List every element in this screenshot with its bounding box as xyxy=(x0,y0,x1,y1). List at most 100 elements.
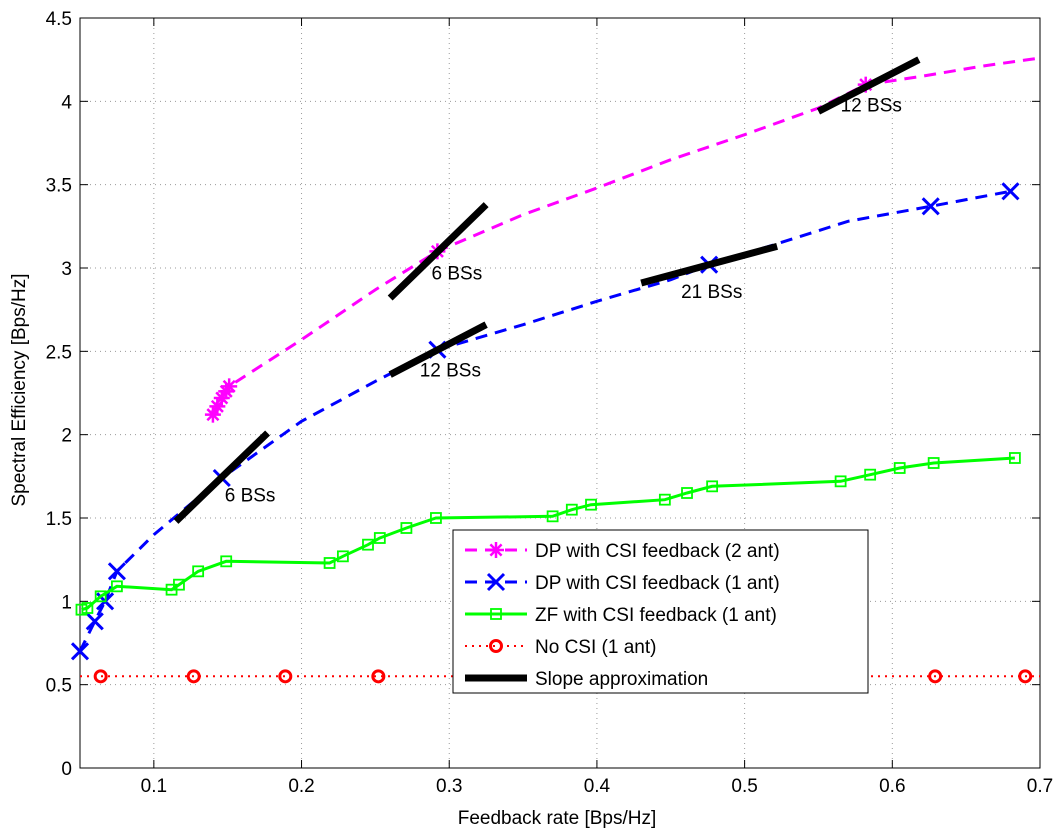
x-tick-label: 0.7 xyxy=(1027,776,1053,797)
series-layer xyxy=(70,56,1041,684)
data-point xyxy=(323,557,336,569)
slope-approximation-layer xyxy=(173,56,921,524)
data-point xyxy=(221,378,238,395)
marker-stroke xyxy=(489,543,503,557)
x-tick-label: 0.2 xyxy=(288,776,314,797)
annotation-layer: 6 BSs 6 BSs 12 BSs 21 BSs 12 BSs xyxy=(225,95,902,506)
x-tick-label: 0.4 xyxy=(584,776,611,797)
marker-stroke xyxy=(486,572,506,592)
data-point xyxy=(220,555,233,568)
slope-segment xyxy=(173,430,270,524)
legend-entry: Slope approximation xyxy=(465,669,708,690)
y-tick-label: 2 xyxy=(61,426,72,447)
data-point xyxy=(706,480,719,493)
legend-label: DP with CSI feedback (2 ant) xyxy=(535,541,780,562)
data-point xyxy=(400,522,413,534)
data-point xyxy=(75,603,88,616)
marker-stroke xyxy=(1001,182,1020,201)
data-point xyxy=(192,565,205,578)
y-tick-label: 1 xyxy=(61,592,72,613)
grid xyxy=(80,18,1040,768)
data-point xyxy=(1008,452,1021,464)
data-point xyxy=(928,669,943,684)
annotation-label: 12 BSs xyxy=(420,360,481,381)
y-tick-label: 3.5 xyxy=(46,176,72,197)
data-point xyxy=(94,590,107,603)
legend-entry: ZF with CSI feedback (1 ant) xyxy=(465,605,777,626)
axis-ticks: 0.1 0.2 0.3 0.4 0.5 0.6 0.7 0 0.5 1 1.5 2 2.5 3 3.5 4 4.… xyxy=(46,9,1054,797)
y-tick-label: 2.5 xyxy=(46,342,72,363)
plot-frame xyxy=(79,17,1041,769)
data-point xyxy=(173,578,185,591)
legend-label: ZF with CSI feedback (1 ant) xyxy=(535,605,777,626)
legend-box xyxy=(452,529,869,694)
data-point xyxy=(81,602,94,614)
legend-entry: No CSI (1 ant) xyxy=(465,637,656,658)
data-point xyxy=(336,550,349,563)
y-tick-label: 4.5 xyxy=(46,9,72,30)
series-4 xyxy=(80,669,1040,684)
marker-stroke xyxy=(85,612,104,631)
data-point xyxy=(893,462,906,474)
legend-label: DP with CSI feedback (1 ant) xyxy=(535,573,780,594)
annotation-label: 21 BSs xyxy=(681,282,742,303)
marker-stroke xyxy=(70,642,90,661)
slope-segment xyxy=(816,56,921,115)
y-axis-label: Spectral Efficiency [Bps/Hz] xyxy=(9,273,30,506)
x-tick-label: 0.1 xyxy=(141,776,167,797)
series-3 xyxy=(75,452,1021,616)
legend-label: Slope approximation xyxy=(535,669,708,690)
data-point xyxy=(186,669,201,684)
data-point xyxy=(107,562,126,581)
legend-swatch-marker xyxy=(488,542,504,558)
data-point xyxy=(362,538,374,551)
data-point xyxy=(658,493,671,506)
data-point xyxy=(430,512,442,524)
data-point xyxy=(681,487,693,499)
data-point xyxy=(546,510,559,523)
data-point xyxy=(373,532,386,544)
data-point xyxy=(921,197,940,216)
data-point xyxy=(585,498,597,511)
legend: DP with CSI feedback (2 ant) DP with CSI … xyxy=(452,529,869,694)
marker-stroke xyxy=(921,197,940,216)
data-point xyxy=(864,468,877,481)
data-point xyxy=(70,642,90,661)
marker-stroke xyxy=(107,562,126,581)
data-point xyxy=(1018,669,1033,684)
data-point xyxy=(927,457,940,469)
legend-entry: DP with CSI feedback (2 ant) xyxy=(465,541,780,562)
data-point xyxy=(93,669,108,684)
y-tick-label: 4 xyxy=(61,92,72,113)
legend-swatch-marker xyxy=(486,572,506,592)
x-tick-label: 0.5 xyxy=(731,776,757,797)
legend-entry: DP with CSI feedback (1 ant) xyxy=(465,572,780,594)
y-tick-label: 0.5 xyxy=(46,676,72,697)
legend-label: No CSI (1 ant) xyxy=(535,637,656,658)
x-tick-label: 0.6 xyxy=(879,776,905,797)
y-tick-label: 0 xyxy=(61,759,72,780)
legend-swatch-marker xyxy=(489,639,503,653)
annotation-label: 12 BSs xyxy=(841,95,902,116)
annotation-label: 6 BSs xyxy=(225,485,276,506)
y-tick-label: 3 xyxy=(61,259,72,280)
legend-swatch-marker xyxy=(490,608,502,620)
slope-segment xyxy=(387,202,489,301)
slope-segment xyxy=(640,242,779,287)
data-point xyxy=(278,669,293,684)
data-point xyxy=(1001,182,1020,201)
data-point xyxy=(85,612,104,631)
data-point xyxy=(371,669,386,684)
series-line xyxy=(81,456,1015,612)
data-point xyxy=(111,580,123,593)
data-point xyxy=(834,475,847,488)
data-point xyxy=(565,503,578,516)
x-axis-label: Feedback rate [Bps/Hz] xyxy=(458,808,657,829)
slope-segment xyxy=(388,321,488,378)
annotation-label: 6 BSs xyxy=(432,264,483,285)
y-tick-label: 1.5 xyxy=(46,509,72,530)
marker-stroke xyxy=(222,379,236,393)
x-tick-label: 0.3 xyxy=(436,776,462,797)
